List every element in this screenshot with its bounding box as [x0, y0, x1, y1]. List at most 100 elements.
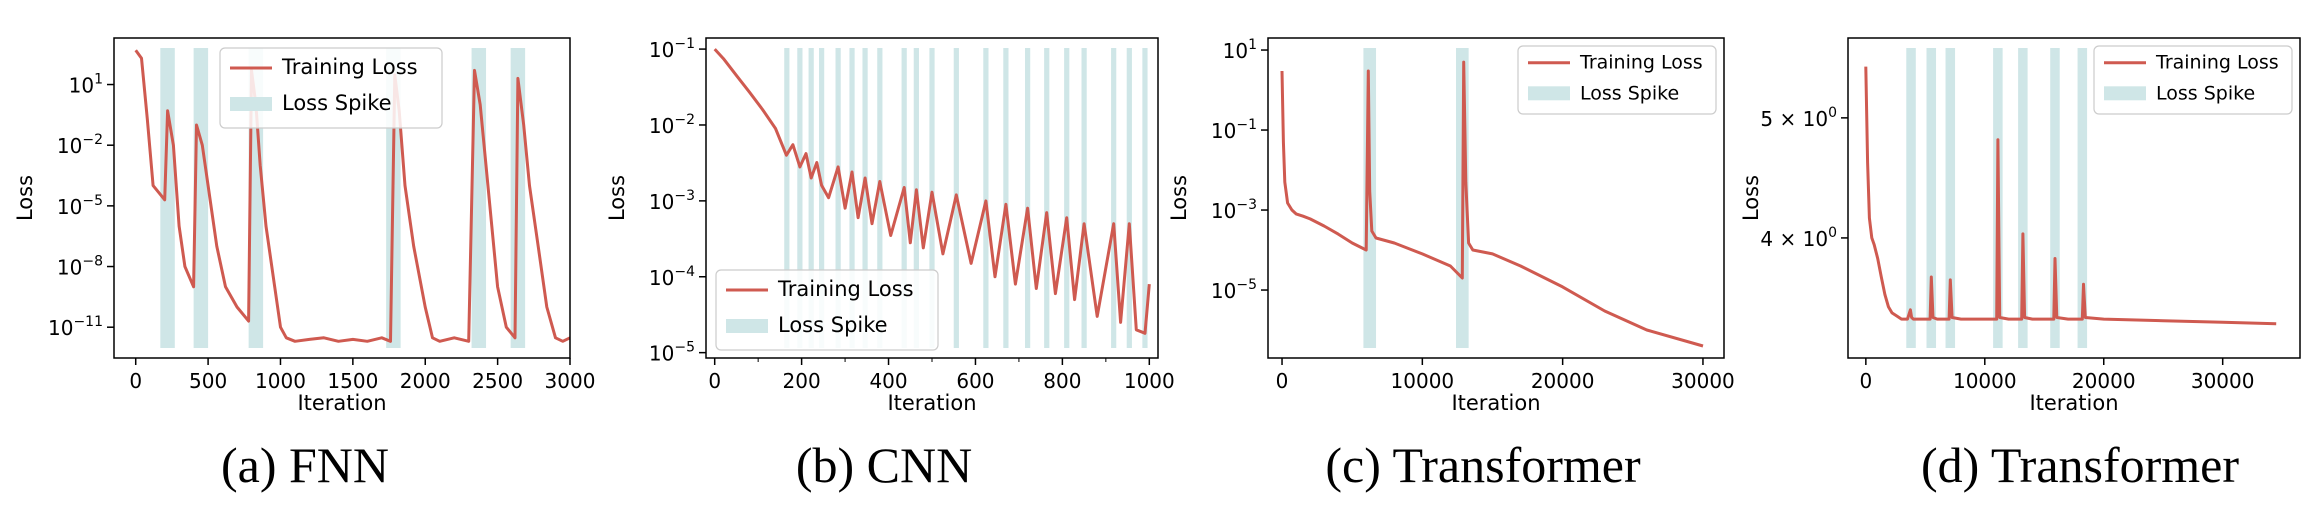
loss-spike-band: [1945, 48, 1956, 348]
loss-spike-band: [2018, 48, 2028, 348]
legend-label-loss-spike: Loss Spike: [282, 91, 392, 115]
y-tick-label: 10−5: [57, 193, 103, 219]
y-tick-label: 10−1: [649, 36, 695, 62]
loss-spike-band: [1003, 48, 1009, 348]
x-tick-label: 1000: [255, 369, 306, 393]
loss-spike-band: [808, 48, 814, 348]
x-axis-label: Iteration: [2029, 391, 2118, 415]
x-tick-label: 0: [1859, 369, 1872, 393]
x-tick-label: 30000: [1671, 369, 1735, 393]
y-tick-label: 10−5: [1211, 277, 1257, 303]
y-tick-label: 10−2: [649, 112, 695, 138]
chart-panel-0: 0 500 1000 1500 2000 2500 3000 10−11 10−8 10−5 10−…: [13, 37, 596, 493]
x-tick-label: 400: [869, 369, 907, 393]
loss-spike-band: [877, 48, 883, 348]
y-tick-label: 10−5: [649, 340, 695, 366]
y-axis-label: Loss: [1167, 175, 1191, 221]
loss-spike-band: [1142, 48, 1148, 348]
y-tick-label: 10−4: [649, 264, 695, 290]
loss-spike-band: [1044, 48, 1050, 348]
legend-patch-swatch: [230, 97, 272, 111]
y-tick-label: 10−1: [1211, 117, 1257, 143]
x-tick-label: 0: [129, 369, 142, 393]
x-tick-label: 3000: [545, 369, 596, 393]
training-loss-line: [1864, 66, 2277, 326]
loss-spike-band: [2077, 48, 2088, 348]
chart-panel-2: 0 10000 20000 30000 10−5 10−3 10−1 101 Iteration…: [1167, 37, 1735, 493]
y-axis-label: Loss: [1739, 175, 1763, 221]
training-loss-line: [713, 48, 1151, 335]
x-tick-label: 200: [783, 369, 821, 393]
y-tick-label: 4 × 100: [1760, 225, 1837, 251]
loss-spike-band: [797, 48, 803, 348]
x-tick-label: 800: [1043, 369, 1081, 393]
loss-spike-band: [1126, 48, 1132, 348]
panel-caption: (d) Transformer: [1921, 437, 2239, 493]
loss-spike-band: [1906, 48, 1916, 348]
x-tick-label: 20000: [2072, 369, 2136, 393]
x-tick-label: 10000: [1391, 369, 1455, 393]
legend-label-training-loss: Training Loss: [281, 55, 418, 79]
legend-label-training-loss: Training Loss: [1579, 52, 1703, 74]
chart-panel-3: 0 10000 20000 30000 4 × 100 5 × 100 Iteration L…: [1739, 37, 2301, 493]
x-tick-label: 20000: [1531, 369, 1595, 393]
y-tick-label: 10−8: [57, 254, 103, 280]
training-loss-line: [134, 49, 571, 343]
x-axis-label: Iteration: [1451, 391, 1540, 415]
loss-spike-band: [1064, 48, 1070, 348]
panel-caption: (a) FNN: [221, 437, 389, 493]
legend: Training Loss Loss Spike: [219, 47, 443, 129]
loss-spike-band: [819, 48, 825, 348]
axes-frame: [1847, 37, 2301, 359]
y-tick-label: 10−11: [48, 314, 103, 340]
legend-label-training-loss: Training Loss: [2155, 52, 2279, 74]
y-tick-label: 10−3: [649, 188, 695, 214]
loss-spike-band: [1926, 48, 1937, 348]
x-tick-label: 0: [708, 369, 721, 393]
y-tick-label: 101: [1223, 37, 1257, 63]
legend-box: [219, 47, 443, 129]
loss-spike-band: [1025, 48, 1031, 348]
x-tick-label: 30000: [2191, 369, 2255, 393]
loss-spike-band: [983, 48, 989, 348]
legend-label-loss-spike: Loss Spike: [2156, 82, 2255, 104]
legend: Training Loss Loss Spike: [715, 269, 939, 351]
legend-patch-swatch: [726, 319, 768, 333]
x-tick-label: 1000: [1124, 369, 1175, 393]
training-loss-line: [1280, 60, 1704, 348]
axes-frame: [113, 37, 571, 359]
y-tick-label: 5 × 100: [1760, 105, 1837, 131]
legend-box: [715, 269, 939, 351]
x-axis-label: Iteration: [887, 391, 976, 415]
x-tick-label: 2000: [400, 369, 451, 393]
legend: Training Loss Loss Spike: [2093, 45, 2293, 115]
panel-caption: (b) CNN: [796, 437, 972, 493]
x-tick-label: 500: [189, 369, 227, 393]
loss-spike-band: [193, 48, 209, 348]
legend-label-loss-spike: Loss Spike: [778, 313, 888, 337]
legend-patch-swatch: [1528, 86, 1570, 101]
loss-spike-band: [160, 48, 175, 348]
loss-spike-band: [1081, 48, 1087, 348]
chart-panel-1: 0 200 400 600 800 1000 10−5 10−4 10−3 10−2 10−1 Ite…: [605, 36, 1175, 493]
x-tick-label: 600: [956, 369, 994, 393]
axes-frame: [1267, 37, 1725, 359]
x-tick-label: 0: [1276, 369, 1289, 393]
legend: Training Loss Loss Spike: [1517, 45, 1717, 115]
y-tick-label: 10−3: [1211, 197, 1257, 223]
loss-spike-band: [849, 48, 855, 348]
x-tick-label: 1500: [327, 369, 378, 393]
legend-label-training-loss: Training Loss: [777, 277, 914, 301]
y-axis-label: Loss: [605, 175, 629, 221]
y-tick-label: 101: [69, 72, 103, 98]
y-tick-label: 10−2: [57, 132, 103, 158]
loss-spike-band: [862, 48, 868, 348]
loss-spike-band: [2050, 48, 2060, 348]
loss-spike-band: [835, 48, 841, 348]
y-axis-label: Loss: [13, 175, 37, 221]
x-axis-label: Iteration: [297, 391, 386, 415]
panel-caption: (c) Transformer: [1325, 437, 1641, 493]
legend-patch-swatch: [2104, 86, 2146, 101]
legend-label-loss-spike: Loss Spike: [1580, 82, 1679, 104]
